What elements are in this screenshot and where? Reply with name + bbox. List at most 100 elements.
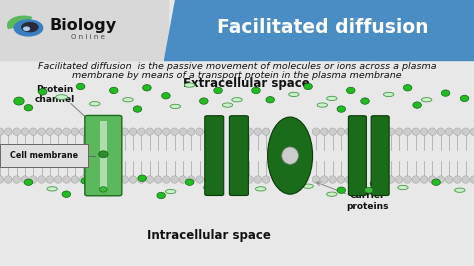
Ellipse shape [179, 176, 187, 183]
Ellipse shape [365, 187, 373, 193]
Ellipse shape [254, 176, 262, 183]
Ellipse shape [282, 147, 299, 164]
Ellipse shape [170, 104, 181, 109]
Ellipse shape [109, 87, 118, 94]
Ellipse shape [13, 176, 20, 183]
Ellipse shape [266, 97, 274, 103]
Ellipse shape [327, 96, 337, 101]
Bar [100, 121, 107, 190]
Ellipse shape [432, 179, 440, 185]
Ellipse shape [337, 176, 345, 183]
Ellipse shape [24, 179, 33, 185]
Ellipse shape [157, 192, 165, 199]
Ellipse shape [47, 187, 57, 191]
Ellipse shape [303, 184, 313, 188]
Text: O n l i n e: O n l i n e [71, 34, 105, 40]
Ellipse shape [304, 83, 312, 90]
Ellipse shape [455, 188, 465, 192]
Ellipse shape [56, 95, 67, 99]
Ellipse shape [62, 191, 71, 197]
Ellipse shape [460, 95, 469, 102]
Ellipse shape [5, 128, 12, 135]
Text: Cell membrane: Cell membrane [10, 151, 78, 160]
Ellipse shape [184, 83, 195, 87]
Ellipse shape [312, 176, 320, 183]
Ellipse shape [398, 185, 408, 190]
Ellipse shape [81, 178, 90, 184]
Ellipse shape [63, 176, 70, 183]
Ellipse shape [71, 128, 79, 135]
Ellipse shape [445, 176, 453, 183]
Circle shape [14, 20, 43, 36]
FancyBboxPatch shape [85, 115, 122, 196]
Ellipse shape [361, 98, 369, 104]
Ellipse shape [289, 92, 299, 97]
Ellipse shape [29, 176, 37, 183]
Ellipse shape [395, 128, 403, 135]
Circle shape [22, 23, 38, 32]
Bar [0, 0, 168, 60]
Ellipse shape [214, 87, 222, 94]
Ellipse shape [5, 176, 12, 183]
Ellipse shape [254, 128, 262, 135]
Ellipse shape [109, 184, 119, 188]
Ellipse shape [262, 128, 270, 135]
Ellipse shape [420, 176, 428, 183]
Ellipse shape [327, 192, 337, 196]
Ellipse shape [90, 102, 100, 106]
Ellipse shape [255, 187, 266, 191]
Ellipse shape [154, 176, 162, 183]
Ellipse shape [470, 176, 474, 183]
Ellipse shape [55, 128, 62, 135]
Ellipse shape [38, 176, 46, 183]
Ellipse shape [171, 128, 178, 135]
Ellipse shape [163, 176, 170, 183]
Text: membrane by means of a transport protein in the plasma membrane: membrane by means of a transport protein… [72, 70, 402, 80]
Ellipse shape [413, 102, 421, 108]
Ellipse shape [337, 128, 345, 135]
Ellipse shape [129, 176, 137, 183]
Ellipse shape [383, 92, 394, 97]
FancyBboxPatch shape [229, 116, 248, 196]
Ellipse shape [0, 128, 4, 135]
Ellipse shape [421, 98, 432, 102]
Ellipse shape [163, 128, 170, 135]
Ellipse shape [232, 98, 242, 102]
Ellipse shape [387, 176, 395, 183]
Ellipse shape [185, 179, 194, 185]
Ellipse shape [346, 87, 355, 94]
Ellipse shape [100, 187, 107, 192]
Ellipse shape [252, 87, 260, 94]
Ellipse shape [71, 176, 79, 183]
Ellipse shape [246, 128, 253, 135]
Ellipse shape [38, 89, 47, 95]
Ellipse shape [14, 97, 24, 105]
Ellipse shape [55, 176, 62, 183]
Ellipse shape [129, 128, 137, 135]
Ellipse shape [395, 176, 403, 183]
Text: Intracellular space: Intracellular space [146, 229, 271, 242]
Polygon shape [164, 0, 474, 60]
Text: Carrier
proteins: Carrier proteins [346, 191, 389, 210]
Ellipse shape [404, 176, 411, 183]
Ellipse shape [428, 128, 436, 135]
Text: Biology: Biology [49, 18, 117, 33]
Ellipse shape [404, 128, 411, 135]
Ellipse shape [203, 185, 214, 190]
Circle shape [24, 27, 29, 30]
Ellipse shape [137, 128, 145, 135]
Wedge shape [8, 16, 32, 28]
Ellipse shape [470, 128, 474, 135]
Ellipse shape [179, 128, 187, 135]
Ellipse shape [428, 176, 436, 183]
Ellipse shape [462, 176, 469, 183]
Ellipse shape [275, 178, 284, 184]
Ellipse shape [38, 128, 46, 135]
Ellipse shape [76, 83, 85, 90]
Ellipse shape [121, 128, 128, 135]
Ellipse shape [165, 189, 176, 194]
Ellipse shape [346, 128, 353, 135]
Ellipse shape [204, 176, 212, 183]
Ellipse shape [29, 128, 37, 135]
Ellipse shape [162, 93, 170, 99]
